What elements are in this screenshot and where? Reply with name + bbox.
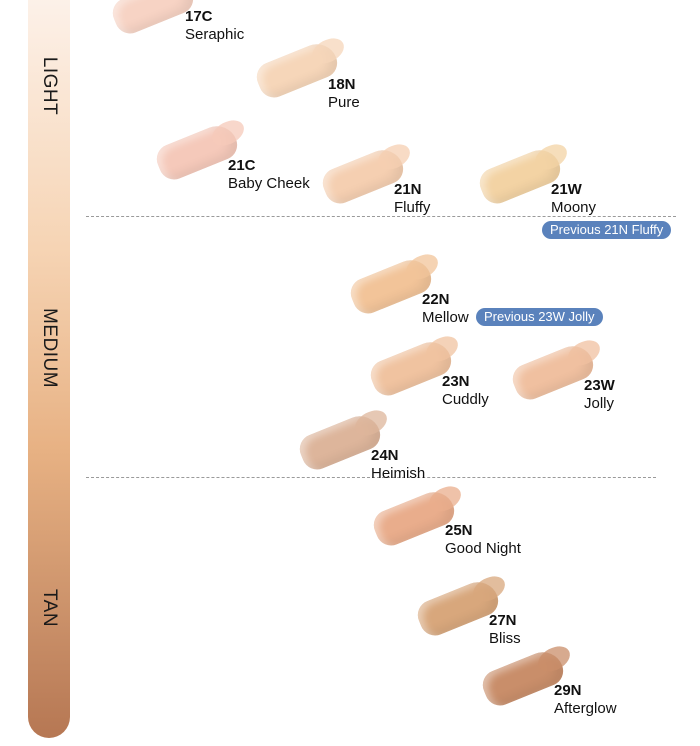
badge-previous-23w-jolly: Previous 23W Jolly [476, 308, 603, 326]
shade-label-21c: 21C Baby Cheek [228, 157, 310, 193]
shade-label-21w: 21W Moony [551, 181, 596, 217]
shade-code: 21C [228, 157, 256, 174]
shade-label-29n: 29N Afterglow [554, 682, 617, 718]
shade-label-23w: 23W Jolly [584, 377, 615, 413]
shade-code: 27N [489, 612, 517, 629]
shade-name: Fluffy [394, 199, 431, 216]
shade-code: 17C [185, 8, 213, 25]
shade-name: Pure [328, 94, 360, 111]
shade-label-25n: 25N Good Night [445, 522, 521, 558]
shade-name: Heimish [371, 465, 426, 482]
shade-name: Seraphic [185, 26, 245, 43]
shade-name: Jolly [584, 395, 615, 412]
shade-label-21n: 21N Fluffy [394, 181, 430, 217]
shade-label-23n: 23N Cuddly [442, 373, 489, 409]
shade-code: 21W [551, 181, 582, 198]
badge-previous-21n-fluffy: Previous 21N Fluffy [542, 221, 672, 239]
tier-label-medium: MEDIUM [39, 307, 60, 389]
shade-code: 22N [422, 291, 450, 308]
shade-label-17c: 17C Seraphic [185, 8, 244, 44]
tier-divider-light-medium [86, 216, 676, 217]
shade-name: Baby Cheek [228, 175, 310, 192]
shade-code: 24N [371, 447, 399, 464]
shade-label-22n: 22N Mellow [422, 291, 469, 327]
tier-divider-medium-tan [86, 477, 656, 478]
shade-name: Cuddly [442, 391, 489, 408]
shade-name: Bliss [489, 630, 521, 647]
tier-label-light: LIGHT [39, 56, 60, 116]
shade-range-gradient-bar [28, 0, 70, 738]
shade-label-27n: 27N Bliss [489, 612, 521, 648]
shade-code: 23N [442, 373, 470, 390]
shade-label-24n: 24N Heimish [371, 447, 425, 483]
shade-name: Mellow [422, 309, 469, 326]
shade-name: Good Night [445, 540, 521, 557]
shade-name: Moony [551, 199, 597, 216]
shade-code: 25N [445, 522, 473, 539]
shade-name: Afterglow [554, 700, 617, 717]
shade-code: 29N [554, 682, 582, 699]
tier-label-tan: TAN [39, 588, 60, 628]
shade-code: 21N [394, 181, 422, 198]
shade-code: 18N [328, 76, 356, 93]
shade-label-18n: 18N Pure [328, 76, 360, 112]
shade-code: 23W [584, 377, 615, 394]
